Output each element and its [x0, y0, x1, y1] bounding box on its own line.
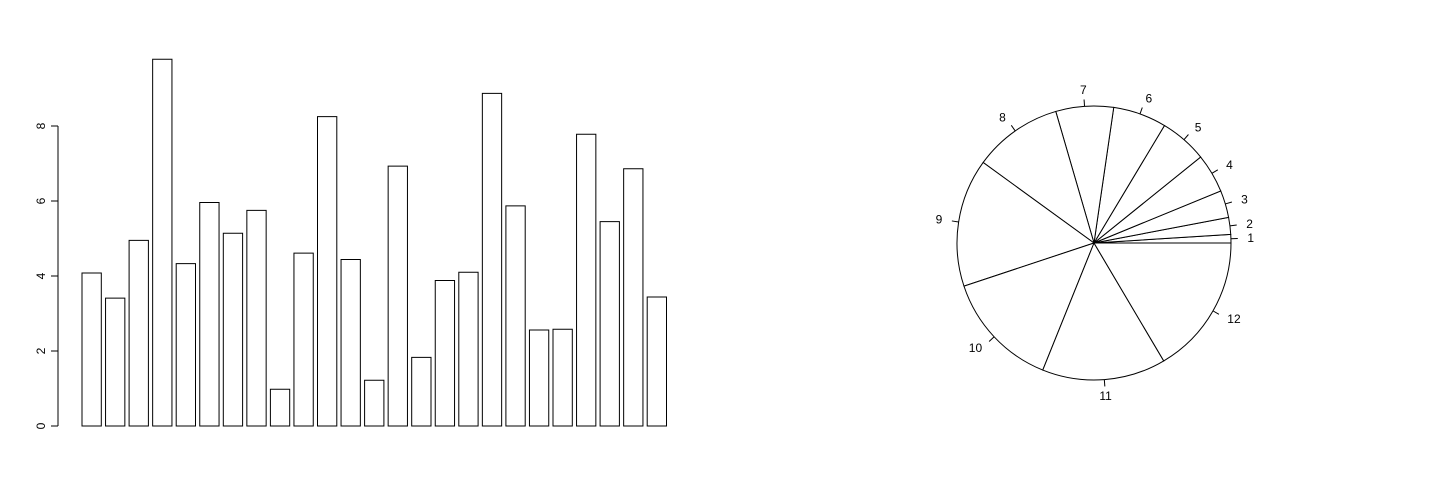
pie-slice-label: 7 [1080, 83, 1087, 97]
bar [434, 280, 456, 427]
bar [246, 209, 267, 427]
pie-slice-label: 12 [1227, 312, 1241, 326]
bar-chart: 0 2 4 6 8 [34, 58, 668, 429]
y-tick-label: 4 [34, 272, 48, 279]
bar [105, 297, 126, 427]
bar [364, 379, 385, 427]
pie-slice [1093, 242, 1232, 362]
pie-slice-label: 4 [1226, 158, 1233, 172]
y-tick-label: 8 [34, 122, 48, 129]
bar [175, 263, 196, 427]
pie-slice [982, 110, 1095, 245]
pie-slice [956, 161, 1096, 287]
pie-label-tick [1212, 310, 1220, 315]
bar [411, 356, 432, 427]
bar [199, 202, 220, 427]
bar [222, 232, 244, 427]
pie-slice-label: 10 [969, 341, 983, 355]
bar [528, 329, 550, 427]
y-tick-label: 0 [34, 422, 48, 429]
y-tick-label: 6 [34, 197, 48, 204]
bar [599, 221, 620, 427]
pie-slice-label: 11 [1099, 389, 1112, 403]
pie-label-tick [1229, 224, 1237, 227]
pie-label-tick [1010, 125, 1016, 132]
pie-slice-label: 5 [1195, 120, 1202, 134]
bar [317, 116, 338, 427]
bar [340, 259, 361, 427]
pie-slice-label: 9 [936, 212, 943, 226]
pie-label-tick [1211, 169, 1219, 174]
bar [269, 388, 291, 427]
pie-label-tick [1183, 134, 1189, 140]
bar [552, 328, 573, 427]
pie-label-tick [1139, 107, 1143, 115]
bar [458, 271, 479, 427]
pie-slice [963, 242, 1095, 371]
bar [152, 58, 173, 427]
bar [481, 92, 503, 427]
pie-slice-label: 3 [1241, 192, 1248, 206]
bar [576, 133, 597, 427]
pie-slice-label: 8 [999, 110, 1006, 124]
pie-label-tick [951, 220, 959, 223]
pie-slice-label: 1 [1247, 231, 1254, 245]
bar [387, 165, 408, 427]
bar [623, 168, 644, 427]
pie-label-tick [1225, 201, 1233, 205]
pie-slice-label: 6 [1146, 91, 1153, 105]
bar [128, 239, 149, 427]
pie-label-tick [988, 336, 995, 342]
bar [505, 205, 526, 427]
y-tick-label: 2 [34, 347, 48, 354]
bar [81, 272, 102, 427]
bar [646, 296, 668, 427]
pie-slice [1042, 241, 1165, 381]
bar [293, 252, 314, 427]
pie-slice-label: 2 [1246, 217, 1253, 231]
pie-label-tick [1103, 379, 1106, 387]
